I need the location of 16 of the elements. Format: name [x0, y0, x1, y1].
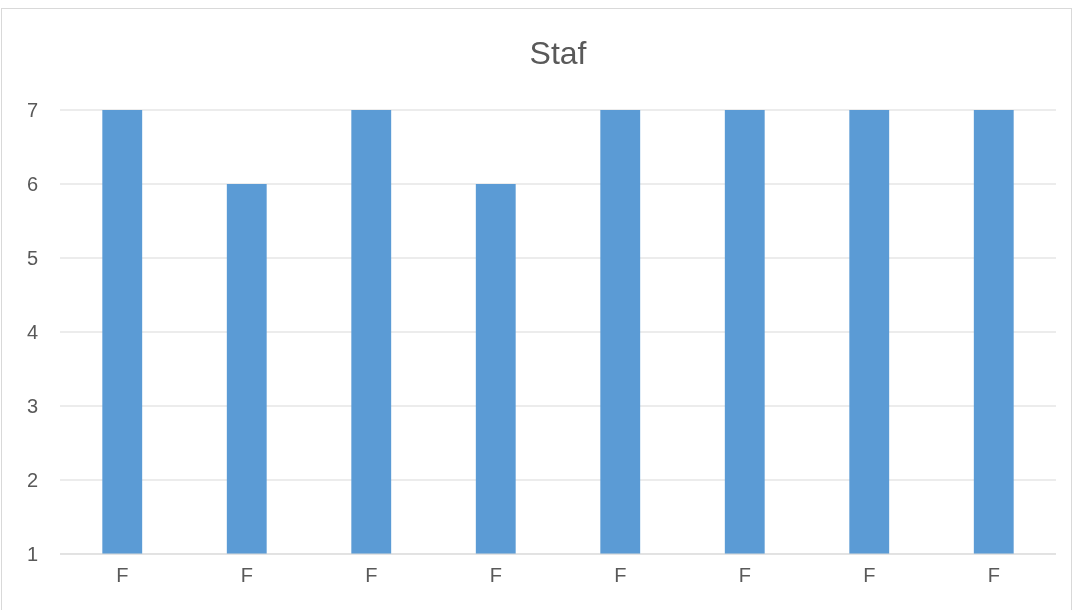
y-tick-label: 3: [26, 394, 38, 417]
x-tick-label: F: [240, 564, 253, 587]
x-tick-label: F: [365, 564, 378, 587]
y-tick-label: 7: [26, 98, 38, 121]
y-tick-label: 6: [26, 172, 38, 195]
x-tick-label: F: [614, 564, 627, 587]
y-tick-label: 5: [26, 246, 38, 269]
x-tick-label: F: [987, 564, 1000, 587]
chart-title: Staf: [529, 35, 587, 71]
y-tick-label: 2: [26, 468, 38, 491]
y-tick-label: 1: [26, 542, 38, 565]
y-tick-label: 4: [26, 320, 38, 343]
x-tick-label: F: [863, 564, 876, 587]
x-tick-label: F: [116, 564, 129, 587]
x-tick-label: F: [489, 564, 502, 587]
x-tick-label: F: [738, 564, 751, 587]
